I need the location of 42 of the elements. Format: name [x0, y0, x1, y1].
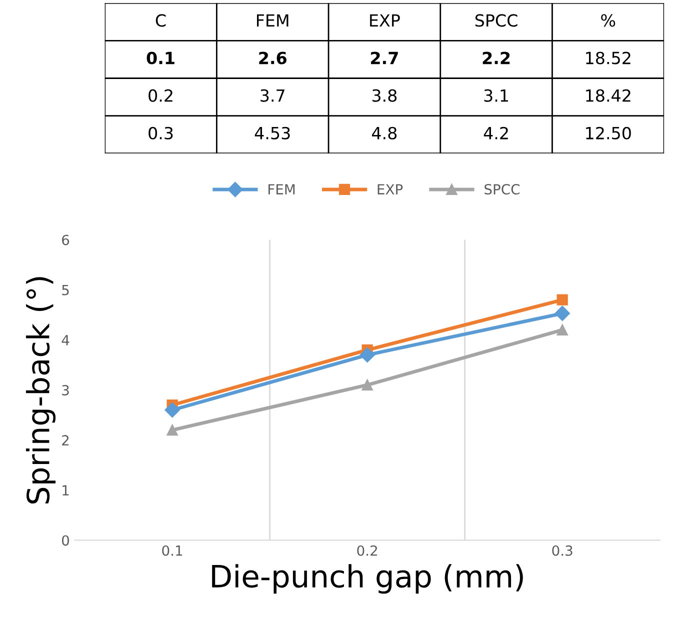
text: 2.6	[259, 52, 286, 64]
legend-label: EXP	[378, 184, 403, 194]
text: 18.52	[586, 52, 630, 64]
point	[556, 294, 568, 306]
text: 12.50	[586, 126, 631, 140]
y-tick-label: 3	[62, 384, 69, 396]
x-tick-label: 0.1	[162, 545, 182, 556]
legend-label: FEM	[268, 184, 295, 194]
text: %	[601, 14, 616, 27]
text: 0.1	[146, 52, 174, 64]
text: 0.2	[148, 89, 172, 102]
point	[360, 347, 375, 363]
text: FEM	[256, 14, 288, 27]
legend-label: SPCC	[484, 184, 520, 195]
text: 2.7	[371, 52, 398, 64]
text: 18.42	[586, 89, 630, 102]
y-tick-label: 2	[62, 435, 69, 446]
text: C	[156, 14, 166, 27]
y-tick-label: 1	[62, 485, 69, 496]
point	[166, 424, 178, 436]
point	[164, 402, 180, 418]
text: 3.8	[372, 89, 397, 102]
text: 2.2	[482, 52, 510, 64]
point	[556, 324, 568, 336]
point	[554, 306, 570, 321]
text: 4.8	[372, 126, 397, 140]
x-tick-label: 0.2	[357, 545, 377, 556]
x-tick-label: 0.3	[552, 545, 572, 556]
point	[362, 379, 373, 391]
text: 4.53	[254, 126, 290, 140]
x-axis-title: Die-punch gap (mm)	[212, 564, 523, 594]
text: 3.7	[260, 89, 284, 102]
text: SPCC	[475, 14, 518, 27]
y-axis-title: Spring-back (°)	[26, 277, 56, 504]
text: 3.1	[484, 89, 508, 102]
y-tick-label: 0	[62, 535, 70, 546]
y-tick-label: 6	[62, 234, 70, 246]
y-tick-label: 5	[62, 284, 69, 296]
y-tick-label: 4	[62, 335, 70, 346]
text: 0.3	[148, 126, 173, 140]
text: EXP	[370, 14, 400, 27]
text: 4.2	[484, 126, 508, 140]
